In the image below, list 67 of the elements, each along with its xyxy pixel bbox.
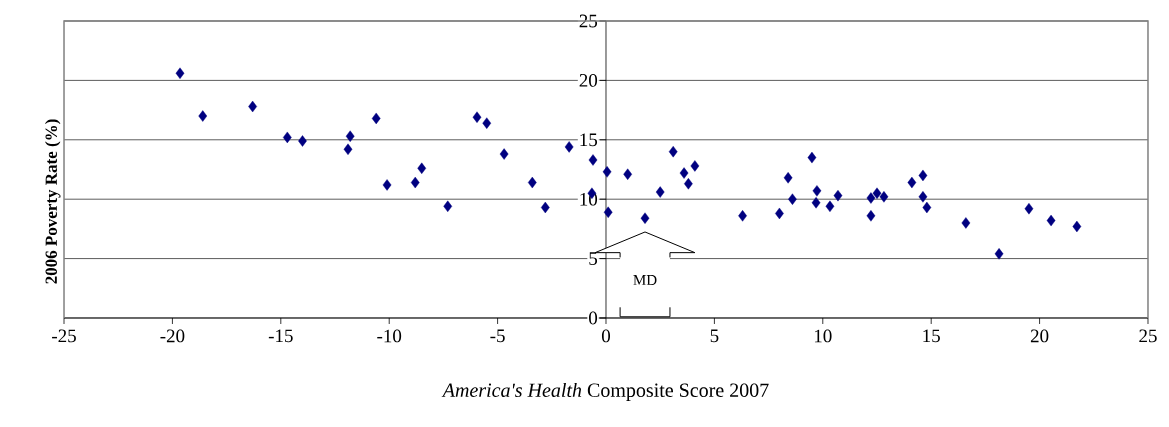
point (684, 178, 693, 190)
point (417, 162, 427, 174)
point (472, 111, 482, 123)
point (918, 169, 928, 182)
point (343, 143, 353, 155)
x-tick-label: -15 (268, 329, 293, 343)
point (807, 151, 817, 164)
y-tick-label: 20 (579, 73, 598, 87)
point (655, 186, 665, 198)
x-tick-label: 0 (601, 329, 611, 343)
point (623, 168, 633, 180)
y-tick-label: 0 (589, 311, 598, 325)
point (872, 187, 882, 199)
point (371, 112, 381, 125)
point (443, 200, 453, 213)
point (783, 172, 793, 184)
point (175, 67, 185, 79)
point (345, 130, 355, 142)
point (788, 193, 797, 205)
point (1072, 220, 1082, 233)
point (198, 110, 208, 122)
point (812, 185, 822, 197)
x-tick-label: 20 (1030, 329, 1049, 343)
point (866, 210, 876, 222)
point (922, 201, 932, 214)
x-tick-label: 15 (923, 329, 940, 343)
point (918, 191, 928, 203)
point (738, 210, 747, 222)
x-tick-label: -5 (490, 329, 505, 343)
y-axis-title: 2006 Poverty Rate (%) (45, 119, 61, 284)
point (1024, 203, 1034, 215)
point (1046, 214, 1056, 227)
point (668, 145, 678, 158)
x-tick-label: -10 (377, 329, 402, 343)
y-tick-label: 5 (589, 252, 598, 265)
point (282, 131, 292, 144)
point (540, 201, 550, 214)
x-tick-label: 5 (710, 329, 719, 343)
point (603, 206, 613, 218)
point (588, 154, 598, 166)
point (564, 141, 574, 153)
point (382, 179, 392, 191)
point (994, 248, 1004, 260)
point (961, 217, 971, 229)
point (907, 176, 917, 189)
point (833, 189, 843, 202)
point (811, 197, 821, 209)
x-tick-label: 10 (814, 329, 832, 343)
y-tick-label: 25 (579, 14, 598, 28)
y-tick-label: 15 (580, 133, 598, 147)
point (482, 117, 492, 129)
x-tick-label: 25 (1139, 329, 1157, 343)
annotation: MD (633, 275, 657, 285)
point (690, 160, 700, 172)
point (866, 192, 876, 204)
point (499, 148, 509, 160)
x-tick-label: -25 (52, 329, 76, 343)
point (410, 176, 420, 189)
point (298, 135, 307, 147)
point (527, 176, 537, 189)
point (679, 167, 689, 179)
x-tick-label: -20 (160, 329, 185, 343)
point (825, 200, 835, 213)
point (602, 166, 612, 178)
point (879, 191, 889, 203)
x-axis-title: America's Health Composite Score 2007 (441, 382, 769, 402)
point (640, 212, 650, 224)
